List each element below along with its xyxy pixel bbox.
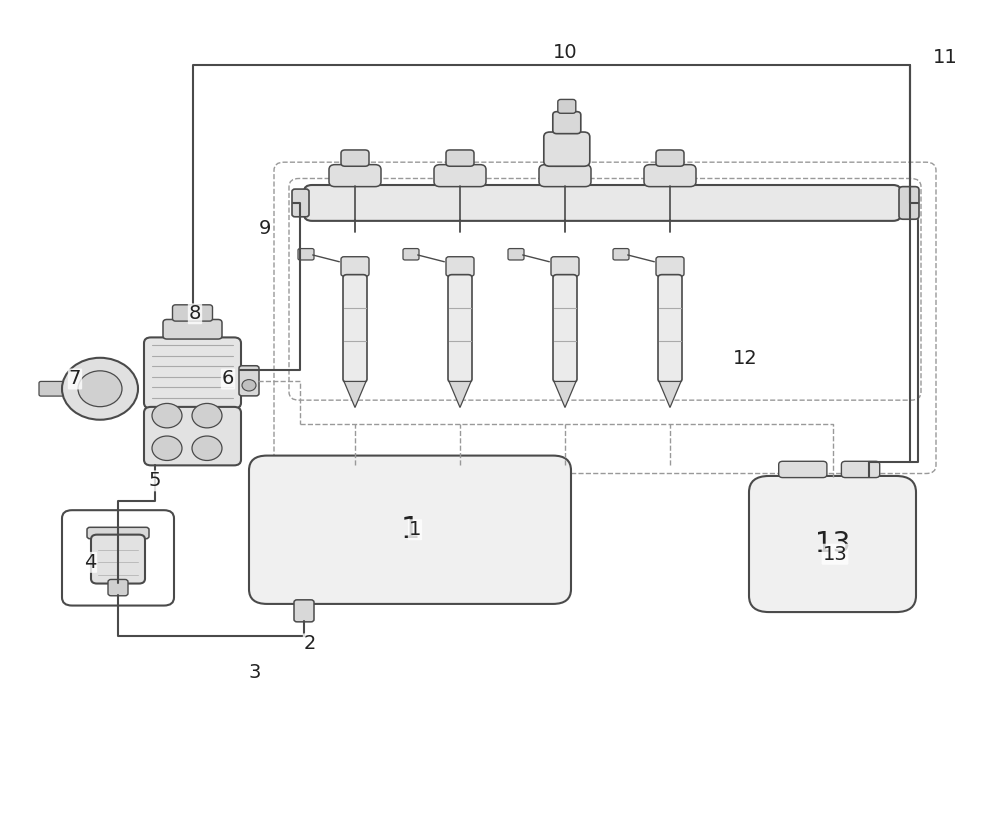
Circle shape: [192, 436, 222, 460]
FancyBboxPatch shape: [341, 257, 369, 276]
FancyBboxPatch shape: [544, 132, 590, 166]
FancyBboxPatch shape: [87, 527, 149, 539]
Text: 1: 1: [409, 520, 421, 540]
FancyBboxPatch shape: [108, 579, 128, 596]
Text: 4: 4: [84, 553, 96, 572]
FancyBboxPatch shape: [644, 165, 696, 187]
FancyBboxPatch shape: [294, 600, 314, 622]
Text: 1: 1: [400, 515, 420, 544]
FancyBboxPatch shape: [434, 165, 486, 187]
FancyBboxPatch shape: [841, 461, 880, 478]
Text: 12: 12: [733, 349, 757, 368]
Text: 10: 10: [553, 43, 577, 63]
FancyBboxPatch shape: [448, 275, 472, 382]
Text: 9: 9: [259, 218, 271, 238]
Text: 13: 13: [823, 544, 847, 564]
Text: 5: 5: [149, 471, 161, 491]
FancyBboxPatch shape: [656, 257, 684, 276]
Text: 11: 11: [933, 47, 957, 67]
FancyBboxPatch shape: [144, 407, 241, 465]
FancyBboxPatch shape: [508, 249, 524, 260]
Polygon shape: [554, 381, 576, 408]
FancyBboxPatch shape: [173, 305, 212, 321]
Circle shape: [62, 358, 138, 420]
FancyBboxPatch shape: [613, 249, 629, 260]
FancyBboxPatch shape: [558, 99, 576, 113]
FancyBboxPatch shape: [341, 150, 369, 166]
FancyBboxPatch shape: [551, 257, 579, 276]
FancyBboxPatch shape: [298, 249, 314, 260]
FancyBboxPatch shape: [239, 366, 259, 396]
FancyBboxPatch shape: [658, 275, 682, 382]
FancyBboxPatch shape: [899, 187, 919, 219]
FancyBboxPatch shape: [446, 150, 474, 166]
FancyBboxPatch shape: [329, 165, 381, 187]
FancyBboxPatch shape: [553, 112, 581, 134]
FancyBboxPatch shape: [749, 476, 916, 612]
FancyBboxPatch shape: [144, 337, 241, 408]
FancyBboxPatch shape: [249, 456, 571, 604]
FancyBboxPatch shape: [91, 535, 145, 584]
FancyBboxPatch shape: [446, 257, 474, 276]
Text: 2: 2: [304, 634, 316, 654]
Polygon shape: [659, 381, 681, 408]
Text: 8: 8: [189, 304, 201, 324]
FancyBboxPatch shape: [553, 275, 577, 382]
Text: 3: 3: [249, 663, 261, 682]
Circle shape: [152, 403, 182, 428]
Polygon shape: [449, 381, 471, 408]
FancyBboxPatch shape: [343, 275, 367, 382]
Text: 7: 7: [69, 369, 81, 389]
FancyBboxPatch shape: [539, 165, 591, 187]
FancyBboxPatch shape: [163, 319, 222, 339]
FancyBboxPatch shape: [304, 185, 901, 221]
FancyBboxPatch shape: [39, 381, 66, 396]
Polygon shape: [344, 381, 366, 408]
Circle shape: [78, 371, 122, 407]
FancyBboxPatch shape: [656, 150, 684, 166]
FancyBboxPatch shape: [551, 150, 579, 166]
FancyBboxPatch shape: [292, 189, 309, 217]
FancyBboxPatch shape: [403, 249, 419, 260]
Circle shape: [192, 403, 222, 428]
FancyBboxPatch shape: [779, 461, 827, 478]
Circle shape: [242, 380, 256, 391]
Circle shape: [152, 436, 182, 460]
Text: 6: 6: [222, 369, 234, 389]
Text: 13: 13: [815, 530, 850, 558]
